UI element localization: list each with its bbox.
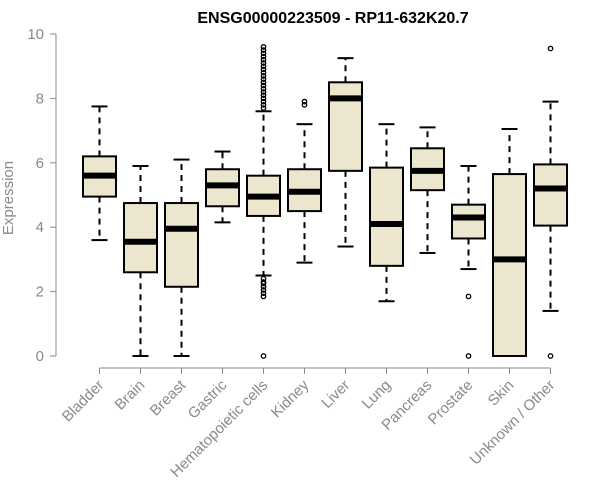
outlier-point <box>260 69 267 76</box>
outlier-point <box>260 105 267 111</box>
y-axis-label: Expression <box>0 161 17 235</box>
outlier-point <box>260 353 267 359</box>
outlier-point <box>260 56 267 63</box>
boxes-layer <box>82 44 568 359</box>
box <box>492 173 527 357</box>
outlier-point <box>260 89 267 95</box>
box-group <box>492 127 527 357</box>
box-group <box>246 44 281 359</box>
outlier-point <box>260 290 267 297</box>
outlier-point <box>260 50 267 57</box>
outlier-point <box>260 73 267 79</box>
y-tick-label: 8 <box>36 90 44 107</box>
box-group <box>328 57 363 248</box>
outlier-point <box>547 353 554 359</box>
x-tick-label: Kidney <box>268 376 313 421</box>
box <box>451 203 486 240</box>
box <box>369 166 404 267</box>
x-tick-label: Lung <box>359 377 395 413</box>
y-axis: 0 2 4 6 8 10 <box>27 26 57 365</box>
outlier-point <box>260 287 267 293</box>
x-tick-label: Skin <box>485 377 518 410</box>
outlier-point <box>301 98 308 105</box>
outlier-point <box>260 82 267 89</box>
x-tick-label: Brain <box>112 377 149 414</box>
outlier-point <box>547 45 554 52</box>
outlier-point <box>260 47 267 53</box>
outlier-point <box>260 92 267 99</box>
outlier-point <box>260 95 267 102</box>
y-tick-label: 2 <box>36 284 44 301</box>
x-tick-label: Breast <box>147 376 190 419</box>
box-group <box>82 105 117 242</box>
outlier-point <box>465 293 472 300</box>
box-group <box>451 165 486 359</box>
box-group <box>164 158 199 357</box>
box-group <box>410 126 445 254</box>
box-group <box>123 165 158 357</box>
outlier-point <box>260 98 267 105</box>
outlier-point <box>260 79 267 86</box>
outlier-point <box>260 85 267 92</box>
box <box>123 202 158 274</box>
outlier-point <box>465 353 472 359</box>
x-tick-label: Prostate <box>425 377 477 429</box>
y-tick-label: 10 <box>27 26 44 43</box>
outlier-point <box>260 44 267 50</box>
box <box>533 163 568 227</box>
y-tick-label: 6 <box>36 155 44 172</box>
outlier-point <box>260 63 267 70</box>
outlier-point <box>260 60 267 66</box>
y-tick-label: 4 <box>36 219 44 236</box>
outlier-point <box>260 76 267 82</box>
x-tick-label: Bladder <box>59 377 108 426</box>
y-tick-label: 0 <box>36 348 44 365</box>
outlier-point <box>260 101 267 108</box>
outlier-point <box>301 101 308 108</box>
box-group <box>533 45 568 359</box>
box <box>164 202 199 288</box>
outlier-point <box>260 279 267 285</box>
outlier-point <box>260 53 267 60</box>
outlier-point <box>260 66 267 73</box>
box-group <box>287 98 322 264</box>
outlier-point <box>260 293 267 300</box>
outlier-point <box>260 275 267 282</box>
chart-title: ENSG00000223509 - RP11-632K20.7 <box>197 10 468 27</box>
box-group <box>369 123 404 303</box>
x-tick-label: Liver <box>318 377 353 412</box>
box-group <box>205 150 240 224</box>
